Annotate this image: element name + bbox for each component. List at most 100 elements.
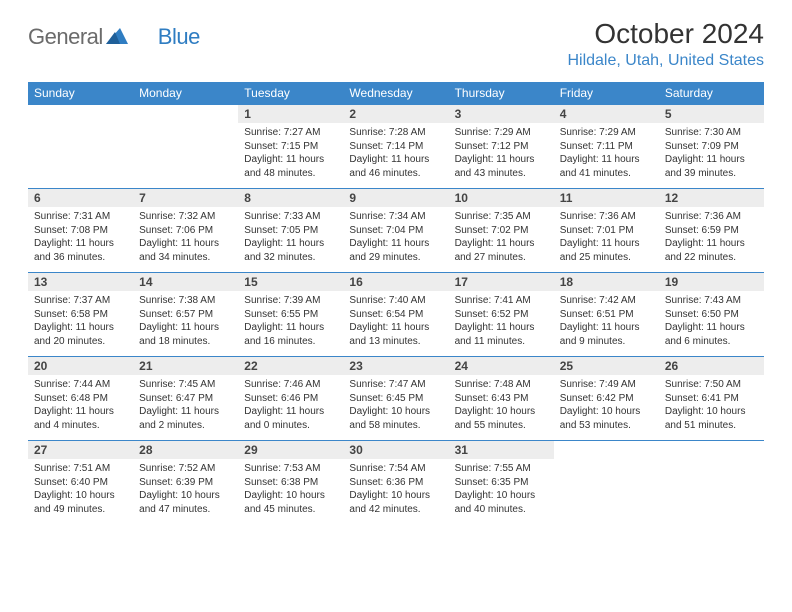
day-details: Sunrise: 7:30 AMSunset: 7:09 PMDaylight:… — [659, 123, 764, 188]
day-details: Sunrise: 7:36 AMSunset: 7:01 PMDaylight:… — [554, 207, 659, 272]
sunrise-text: Sunrise: 7:55 AM — [455, 462, 548, 476]
sunset-text: Sunset: 7:08 PM — [34, 224, 127, 238]
sunset-text: Sunset: 6:57 PM — [139, 308, 232, 322]
sunrise-text: Sunrise: 7:52 AM — [139, 462, 232, 476]
daylight-text: Daylight: 11 hours and 48 minutes. — [244, 153, 337, 180]
day-details: Sunrise: 7:41 AMSunset: 6:52 PMDaylight:… — [449, 291, 554, 356]
daylight-text: Daylight: 10 hours and 53 minutes. — [560, 405, 653, 432]
logo-triangle-icon — [106, 26, 128, 49]
daylight-text: Daylight: 10 hours and 49 minutes. — [34, 489, 127, 516]
day-number: 30 — [343, 441, 448, 459]
daylight-text: Daylight: 10 hours and 51 minutes. — [665, 405, 758, 432]
daylight-text: Daylight: 11 hours and 2 minutes. — [139, 405, 232, 432]
calendar-day-cell: 26 Sunrise: 7:50 AMSunset: 6:41 PMDayligh… — [659, 357, 764, 441]
day-number: 22 — [238, 357, 343, 375]
sunset-text: Sunset: 6:42 PM — [560, 392, 653, 406]
page-title: October 2024 — [567, 18, 764, 50]
daylight-text: Daylight: 11 hours and 39 minutes. — [665, 153, 758, 180]
day-details: Sunrise: 7:51 AMSunset: 6:40 PMDaylight:… — [28, 459, 133, 524]
brand-name-a: General — [28, 24, 103, 50]
calendar-day-cell: 16Sunrise: 7:40 AMSunset: 6:54 PMDayligh… — [343, 273, 448, 357]
day-number: 27 — [28, 441, 133, 459]
weekday-header-row: Sunday Monday Tuesday Wednesday Thursday… — [28, 82, 764, 105]
title-block: October 2024 Hildale, Utah, United State… — [567, 18, 764, 70]
calendar-day-cell: 14Sunrise: 7:38 AMSunset: 6:57 PMDayligh… — [133, 273, 238, 357]
sunset-text: Sunset: 7:04 PM — [349, 224, 442, 238]
daylight-text: Daylight: 10 hours and 58 minutes. — [349, 405, 442, 432]
sunrise-text: Sunrise: 7:40 AM — [349, 294, 442, 308]
calendar-week-row: 13Sunrise: 7:37 AMSunset: 6:58 PMDayligh… — [28, 273, 764, 357]
day-details: Sunrise: 7:39 AMSunset: 6:55 PMDaylight:… — [238, 291, 343, 356]
calendar-day-cell: 19Sunrise: 7:43 AMSunset: 6:50 PMDayligh… — [659, 273, 764, 357]
day-number: 20 — [28, 357, 133, 375]
calendar-day-cell: 1Sunrise: 7:27 AMSunset: 7:15 PMDaylight… — [238, 105, 343, 189]
calendar-day-cell — [659, 441, 764, 525]
sunset-text: Sunset: 6:46 PM — [244, 392, 337, 406]
day-details: Sunrise: 7:37 AMSunset: 6:58 PMDaylight:… — [28, 291, 133, 356]
sunrise-text: Sunrise: 7:36 AM — [665, 210, 758, 224]
sunset-text: Sunset: 6:40 PM — [34, 476, 127, 490]
sunrise-text: Sunrise: 7:32 AM — [139, 210, 232, 224]
daylight-text: Daylight: 11 hours and 4 minutes. — [34, 405, 127, 432]
day-number: 3 — [449, 105, 554, 123]
calendar-week-row: 27Sunrise: 7:51 AMSunset: 6:40 PMDayligh… — [28, 441, 764, 525]
weekday-header: Sunday — [28, 82, 133, 105]
day-details: Sunrise: 7:53 AMSunset: 6:38 PMDaylight:… — [238, 459, 343, 524]
calendar-day-cell: 2Sunrise: 7:28 AMSunset: 7:14 PMDaylight… — [343, 105, 448, 189]
sunrise-text: Sunrise: 7:50 AM — [665, 378, 758, 392]
sunset-text: Sunset: 6:36 PM — [349, 476, 442, 490]
day-number: 10 — [449, 189, 554, 207]
location-subtitle: Hildale, Utah, United States — [567, 52, 764, 70]
daylight-text: Daylight: 11 hours and 13 minutes. — [349, 321, 442, 348]
sunset-text: Sunset: 6:38 PM — [244, 476, 337, 490]
sunrise-text: Sunrise: 7:30 AM — [665, 126, 758, 140]
calendar-day-cell: 29Sunrise: 7:53 AMSunset: 6:38 PMDayligh… — [238, 441, 343, 525]
day-details: Sunrise: 7:40 AMSunset: 6:54 PMDaylight:… — [343, 291, 448, 356]
daylight-text: Daylight: 11 hours and 11 minutes. — [455, 321, 548, 348]
day-number: 24 — [449, 357, 554, 375]
sunset-text: Sunset: 6:58 PM — [34, 308, 127, 322]
day-number: 1 — [238, 105, 343, 123]
day-number: 23 — [343, 357, 448, 375]
calendar-day-cell: 4Sunrise: 7:29 AMSunset: 7:11 PMDaylight… — [554, 105, 659, 189]
day-details: Sunrise: 7:27 AMSunset: 7:15 PMDaylight:… — [238, 123, 343, 188]
day-number: 9 — [343, 189, 448, 207]
sunrise-text: Sunrise: 7:42 AM — [560, 294, 653, 308]
sunrise-text: Sunrise: 7:41 AM — [455, 294, 548, 308]
sunset-text: Sunset: 7:12 PM — [455, 140, 548, 154]
sunset-text: Sunset: 7:11 PM — [560, 140, 653, 154]
day-number: 26 — [659, 357, 764, 375]
day-number: 6 — [28, 189, 133, 207]
day-number: 28 — [133, 441, 238, 459]
sunset-text: Sunset: 6:41 PM — [665, 392, 758, 406]
sunset-text: Sunset: 6:43 PM — [455, 392, 548, 406]
weekday-header: Thursday — [449, 82, 554, 105]
calendar-day-cell: 3Sunrise: 7:29 AMSunset: 7:12 PMDaylight… — [449, 105, 554, 189]
sunset-text: Sunset: 6:54 PM — [349, 308, 442, 322]
sunrise-text: Sunrise: 7:47 AM — [349, 378, 442, 392]
day-number: 21 — [133, 357, 238, 375]
daylight-text: Daylight: 11 hours and 16 minutes. — [244, 321, 337, 348]
calendar-day-cell — [133, 105, 238, 189]
day-details: Sunrise: 7:29 AMSunset: 7:12 PMDaylight:… — [449, 123, 554, 188]
day-number: 17 — [449, 273, 554, 291]
calendar-day-cell: 23Sunrise: 7:47 AMSunset: 6:45 PMDayligh… — [343, 357, 448, 441]
calendar-day-cell — [554, 441, 659, 525]
weekday-header: Tuesday — [238, 82, 343, 105]
calendar-day-cell: 9Sunrise: 7:34 AMSunset: 7:04 PMDaylight… — [343, 189, 448, 273]
day-number: 16 — [343, 273, 448, 291]
calendar-week-row: 6Sunrise: 7:31 AMSunset: 7:08 PMDaylight… — [28, 189, 764, 273]
brand-name-b: Blue — [132, 24, 200, 50]
daylight-text: Daylight: 10 hours and 45 minutes. — [244, 489, 337, 516]
sunset-text: Sunset: 7:15 PM — [244, 140, 337, 154]
day-number — [133, 105, 238, 123]
calendar-day-cell: 5Sunrise: 7:30 AMSunset: 7:09 PMDaylight… — [659, 105, 764, 189]
day-details: Sunrise: 7:33 AMSunset: 7:05 PMDaylight:… — [238, 207, 343, 272]
day-details: Sunrise: 7:48 AMSunset: 6:43 PMDaylight:… — [449, 375, 554, 440]
sunrise-text: Sunrise: 7:53 AM — [244, 462, 337, 476]
day-number: 12 — [659, 189, 764, 207]
sunset-text: Sunset: 7:02 PM — [455, 224, 548, 238]
sunrise-text: Sunrise: 7:29 AM — [455, 126, 548, 140]
sunset-text: Sunset: 7:01 PM — [560, 224, 653, 238]
calendar-week-row: 20Sunrise: 7:44 AMSunset: 6:48 PMDayligh… — [28, 357, 764, 441]
